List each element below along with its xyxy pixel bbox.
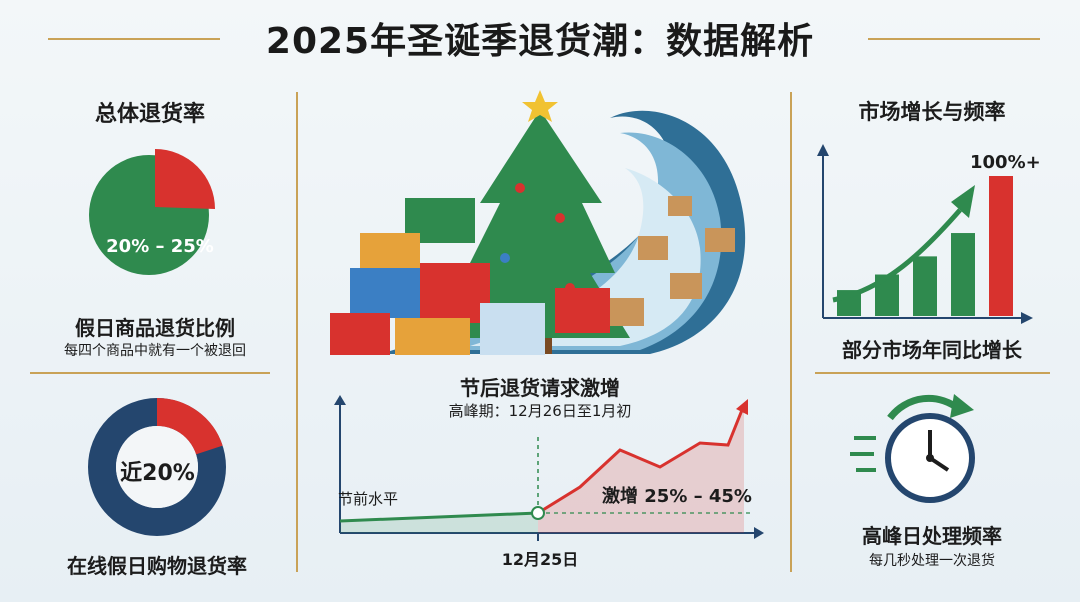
pie-return-slice — [155, 149, 215, 209]
baseline-label: 节前水平 — [338, 490, 399, 508]
surge-line — [537, 404, 746, 515]
surge-area — [538, 405, 744, 533]
fast-stopwatch-icon — [850, 394, 975, 503]
christmas-returns-wave-illustration — [330, 90, 746, 355]
every-few-seconds-caption: 每几秒处理一次退货 — [869, 553, 995, 569]
divider-left-horizontal — [30, 372, 270, 374]
growth-bar — [989, 176, 1013, 316]
surge-percentage-label: 激增 25% – 45% — [602, 486, 752, 507]
page-title: 2025年圣诞季退货潮：数据解析 — [265, 21, 815, 62]
growth-percentage-label: 100%+ — [970, 152, 1041, 173]
growth-trend-arrow — [832, 208, 962, 303]
growth-bar — [913, 256, 937, 316]
donut-percentage-label: 近20% — [120, 461, 195, 486]
christmas-date-label: 12月25日 — [501, 550, 579, 569]
market-growth-bar-chart — [817, 144, 1033, 324]
divider-right — [790, 92, 792, 572]
return-surge-line-chart — [334, 395, 764, 541]
title-rule-left — [48, 38, 220, 40]
donut-return-ring — [156, 398, 223, 455]
online-return-donut-chart — [88, 398, 226, 536]
peak-period-subtitle: 高峰期：12月26日至1月初 — [448, 402, 632, 420]
star-icon — [522, 90, 558, 122]
one-in-four-caption: 每四个商品中就有一个被退回 — [64, 343, 246, 359]
title-rule-right — [868, 38, 1040, 40]
market-growth-caption: 部分市场年同比增长 — [842, 338, 1022, 362]
surge-chart-title: 节后退货请求激增 — [460, 376, 620, 400]
baseline-line — [339, 511, 539, 523]
christmas-tree — [450, 110, 630, 338]
overall-return-rate-heading: 总体退货率 — [94, 102, 205, 127]
online-return-rate-caption: 在线假日购物退货率 — [67, 554, 247, 578]
holiday-return-ratio-caption: 假日商品退货比例 — [75, 316, 235, 340]
pie-percentage-label: 20% – 25% — [106, 236, 214, 257]
baseline-area — [340, 513, 538, 533]
growth-bar — [951, 233, 975, 316]
return-rate-pie-chart — [89, 149, 215, 275]
christmas-day-point — [531, 506, 545, 520]
market-growth-heading: 市场增长与频率 — [858, 100, 1006, 124]
divider-right-horizontal — [815, 372, 1050, 374]
peak-processing-caption: 高峰日处理频率 — [862, 524, 1002, 548]
divider-left — [296, 92, 298, 572]
return-package-icon — [668, 196, 692, 216]
